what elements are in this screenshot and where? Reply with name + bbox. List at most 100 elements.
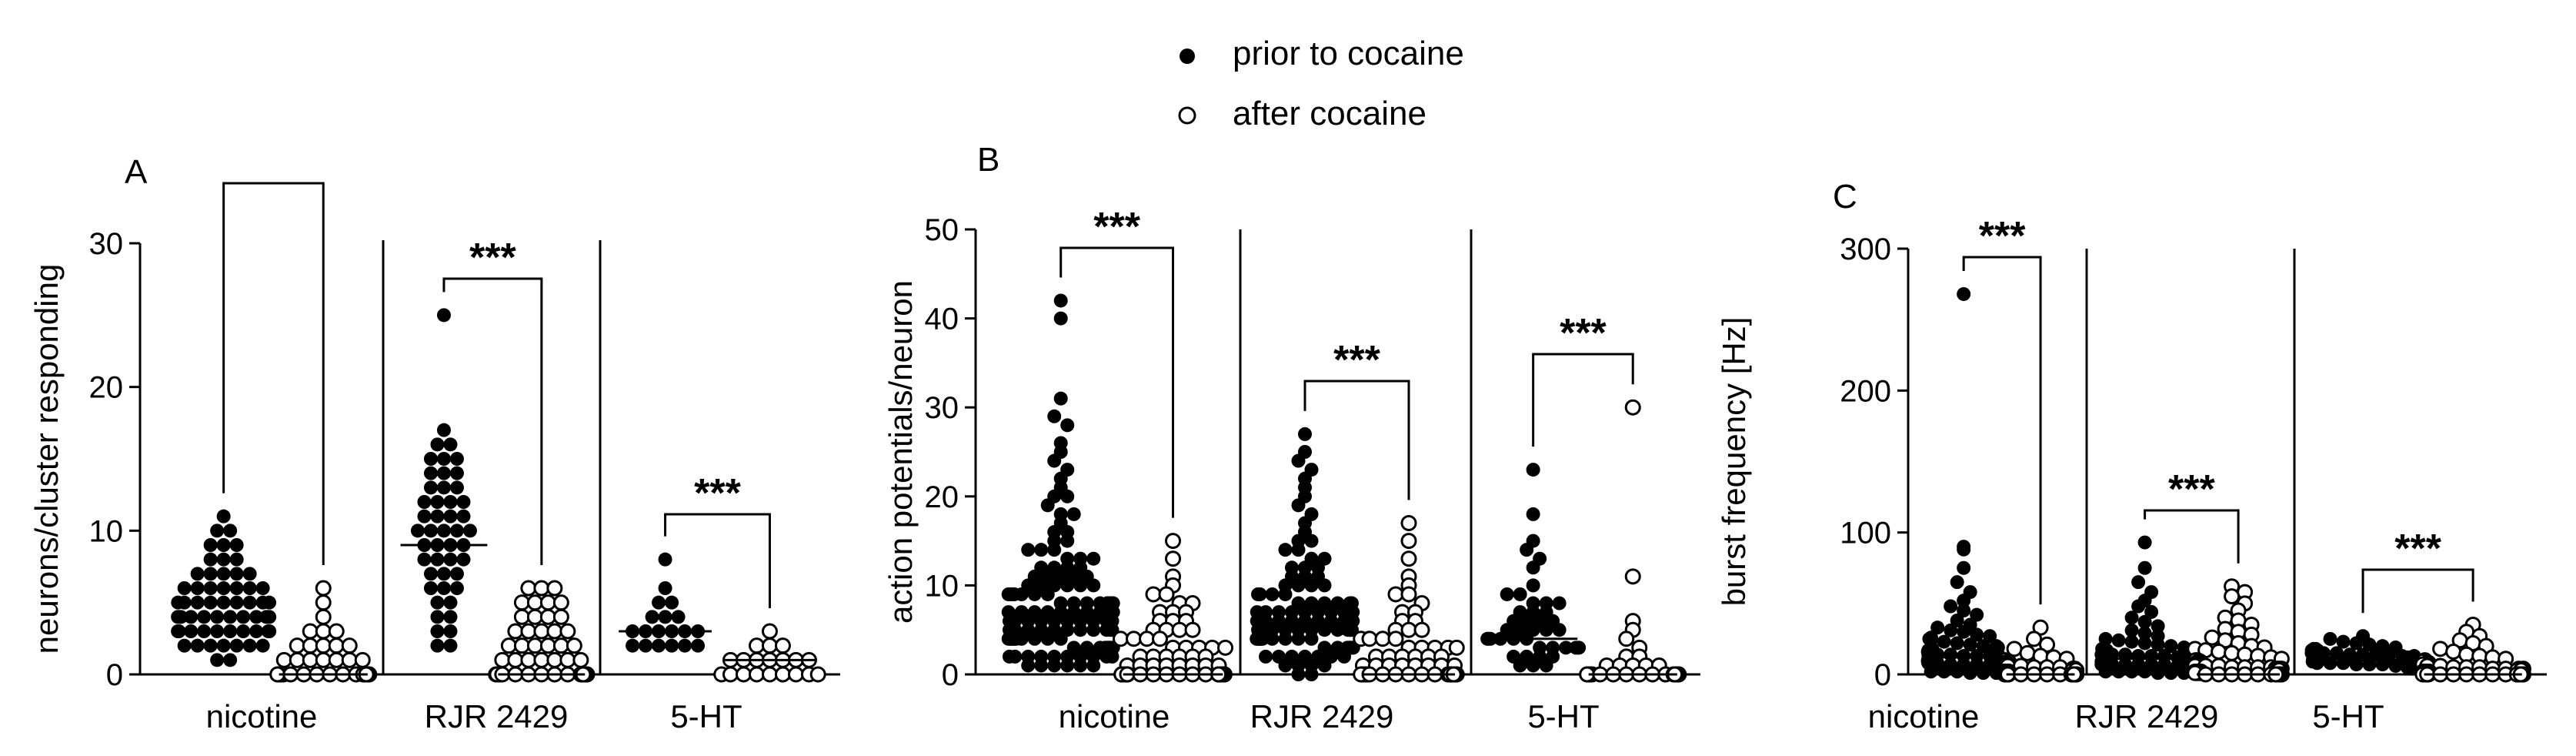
data-point-after bbox=[526, 637, 543, 654]
data-point-prior bbox=[443, 509, 458, 524]
data-point-prior bbox=[417, 495, 432, 509]
data-point-after bbox=[315, 594, 332, 611]
data-point-prior bbox=[171, 624, 185, 638]
y-tick-label: 20 bbox=[89, 371, 124, 405]
data-point-prior bbox=[2164, 639, 2178, 654]
data-point-after bbox=[546, 580, 563, 597]
data-point-prior bbox=[223, 624, 238, 638]
data-point-after bbox=[513, 608, 530, 625]
data-point-prior bbox=[2362, 657, 2377, 672]
data-point-prior bbox=[1073, 578, 1088, 593]
data-point-prior bbox=[658, 552, 672, 567]
data-point-after bbox=[1374, 631, 1391, 647]
data-point-prior bbox=[423, 466, 438, 480]
data-point-prior bbox=[430, 437, 445, 452]
data-point-prior bbox=[1291, 667, 1306, 681]
data-point-after bbox=[774, 637, 791, 654]
significance-marker: *** bbox=[1333, 338, 1380, 383]
data-point-prior bbox=[1086, 578, 1101, 593]
data-point-prior bbox=[436, 308, 451, 323]
data-point-prior bbox=[449, 524, 464, 538]
data-point-prior bbox=[443, 624, 458, 638]
data-point-prior bbox=[2137, 535, 2152, 550]
data-point-after bbox=[1361, 631, 1378, 647]
data-point-prior bbox=[1001, 587, 1016, 601]
data-point-after bbox=[559, 651, 576, 668]
data-point-prior bbox=[671, 610, 686, 624]
data-point-after bbox=[315, 623, 332, 640]
data-point-prior bbox=[430, 552, 445, 567]
data-point-prior bbox=[1337, 649, 1351, 664]
data-point-after bbox=[787, 666, 804, 683]
data-point-prior bbox=[1060, 418, 1075, 433]
y-tick-label: 40 bbox=[925, 303, 959, 336]
data-point-prior bbox=[1060, 578, 1075, 593]
data-point-after bbox=[546, 623, 563, 640]
data-point-prior bbox=[645, 610, 659, 624]
data-point-prior bbox=[190, 638, 205, 653]
data-point-prior bbox=[436, 423, 451, 437]
data-point-after bbox=[1165, 550, 1182, 567]
data-point-prior bbox=[2151, 619, 2165, 634]
data-point-prior bbox=[658, 581, 672, 595]
data-point-prior bbox=[1034, 543, 1049, 557]
significance-bracket bbox=[664, 513, 771, 608]
data-point-prior bbox=[1317, 578, 1332, 593]
data-point-prior bbox=[203, 581, 218, 595]
data-point-prior bbox=[456, 495, 471, 509]
data-point-prior bbox=[1047, 658, 1062, 673]
data-point-prior bbox=[423, 480, 438, 495]
data-point-prior bbox=[2336, 656, 2351, 671]
data-point-after bbox=[2019, 644, 2036, 661]
data-point-after bbox=[2224, 644, 2241, 661]
significance-bracket bbox=[442, 277, 543, 565]
data-point-prior bbox=[430, 495, 445, 509]
data-point-prior bbox=[1259, 649, 1273, 664]
data-point-prior bbox=[249, 624, 264, 638]
data-point-prior bbox=[1970, 607, 1984, 622]
data-point-prior bbox=[223, 653, 238, 667]
data-point-after bbox=[774, 666, 791, 683]
panel-label: A bbox=[125, 153, 148, 191]
y-tick-label: 10 bbox=[89, 514, 124, 548]
data-point-prior bbox=[1001, 631, 1016, 646]
data-point-prior bbox=[2137, 636, 2152, 651]
data-point-prior bbox=[1040, 498, 1055, 513]
data-point-prior bbox=[229, 552, 244, 567]
data-point-prior bbox=[2098, 664, 2113, 679]
data-point-prior bbox=[203, 552, 218, 567]
data-point-prior bbox=[1976, 639, 1990, 654]
data-point-prior bbox=[1053, 311, 1068, 326]
data-point-prior bbox=[1957, 604, 1971, 618]
data-point-after bbox=[1448, 639, 1465, 656]
data-point-prior bbox=[2124, 664, 2139, 679]
data-point-prior bbox=[255, 581, 270, 595]
data-point-prior bbox=[1963, 666, 1977, 681]
data-point-after bbox=[552, 637, 569, 654]
significance-marker: *** bbox=[469, 236, 516, 280]
data-point-prior bbox=[210, 524, 225, 538]
data-point-after bbox=[526, 608, 543, 625]
data-point-prior bbox=[430, 610, 445, 624]
data-point-prior bbox=[639, 638, 653, 653]
data-point-prior bbox=[2375, 657, 2390, 672]
category-label: 5-HT bbox=[670, 698, 742, 734]
data-point-prior bbox=[678, 638, 692, 653]
data-point-prior bbox=[216, 595, 231, 610]
data-point-prior bbox=[1060, 534, 1075, 548]
data-point-prior bbox=[2111, 633, 2126, 647]
data-point-prior bbox=[1053, 293, 1068, 308]
data-point-prior bbox=[436, 581, 451, 595]
data-point-after bbox=[275, 651, 292, 668]
data-point-prior bbox=[2336, 634, 2351, 649]
data-point-prior bbox=[242, 595, 257, 610]
data-point-prior bbox=[190, 595, 205, 610]
data-point-prior bbox=[1034, 658, 1049, 673]
data-point-after bbox=[1171, 621, 1188, 638]
data-point-after bbox=[520, 651, 537, 668]
data-point-prior bbox=[1278, 658, 1293, 673]
data-point-prior bbox=[203, 538, 218, 552]
data-point-after bbox=[513, 594, 530, 611]
data-point-prior bbox=[1040, 631, 1055, 646]
data-point-prior bbox=[1047, 409, 1062, 423]
